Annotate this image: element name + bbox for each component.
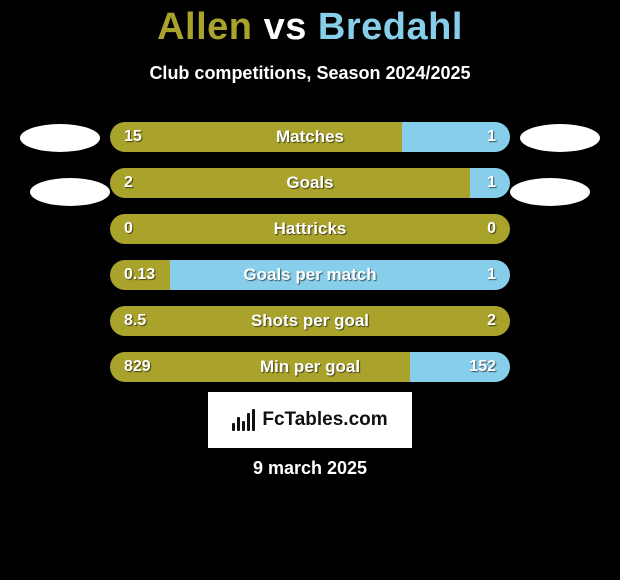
bar-left [110,168,470,198]
player2-name: Bredahl [318,6,463,48]
stat-row-mpg: 829 Min per goal 152 [110,352,510,382]
team-badge-left-2 [30,178,110,206]
team-badge-left-1 [20,124,100,152]
vs-label: vs [264,6,307,48]
bar-right [402,122,510,152]
comparison-title: Allen vs Bredahl [0,0,620,49]
brand-text: FcTables.com [262,409,387,431]
stat-row-hattricks: 0 Hattricks 0 [110,214,510,244]
bar-left [110,122,402,152]
bar-left [110,214,510,244]
stat-row-gpm: 0.13 Goals per match 1 [110,260,510,290]
stat-row-spg: 8.5 Shots per goal 2 [110,306,510,336]
bar-left [110,260,170,290]
bar-left [110,352,410,382]
bar-right [170,260,510,290]
chart-icon [232,409,256,431]
stat-row-goals: 2 Goals 1 [110,168,510,198]
footer-date: 9 march 2025 [0,458,620,479]
brand-logo: FcTables.com [208,392,412,448]
bar-right [470,168,510,198]
stat-row-matches: 15 Matches 1 [110,122,510,152]
bar-right [410,352,510,382]
player1-name: Allen [157,6,252,48]
team-badge-right-2 [510,178,590,206]
stat-rows: 15 Matches 1 2 Goals 1 0 Hattricks 0 0.1… [110,122,510,398]
subtitle: Club competitions, Season 2024/2025 [0,63,620,84]
bar-left [110,306,510,336]
team-badge-right-1 [520,124,600,152]
